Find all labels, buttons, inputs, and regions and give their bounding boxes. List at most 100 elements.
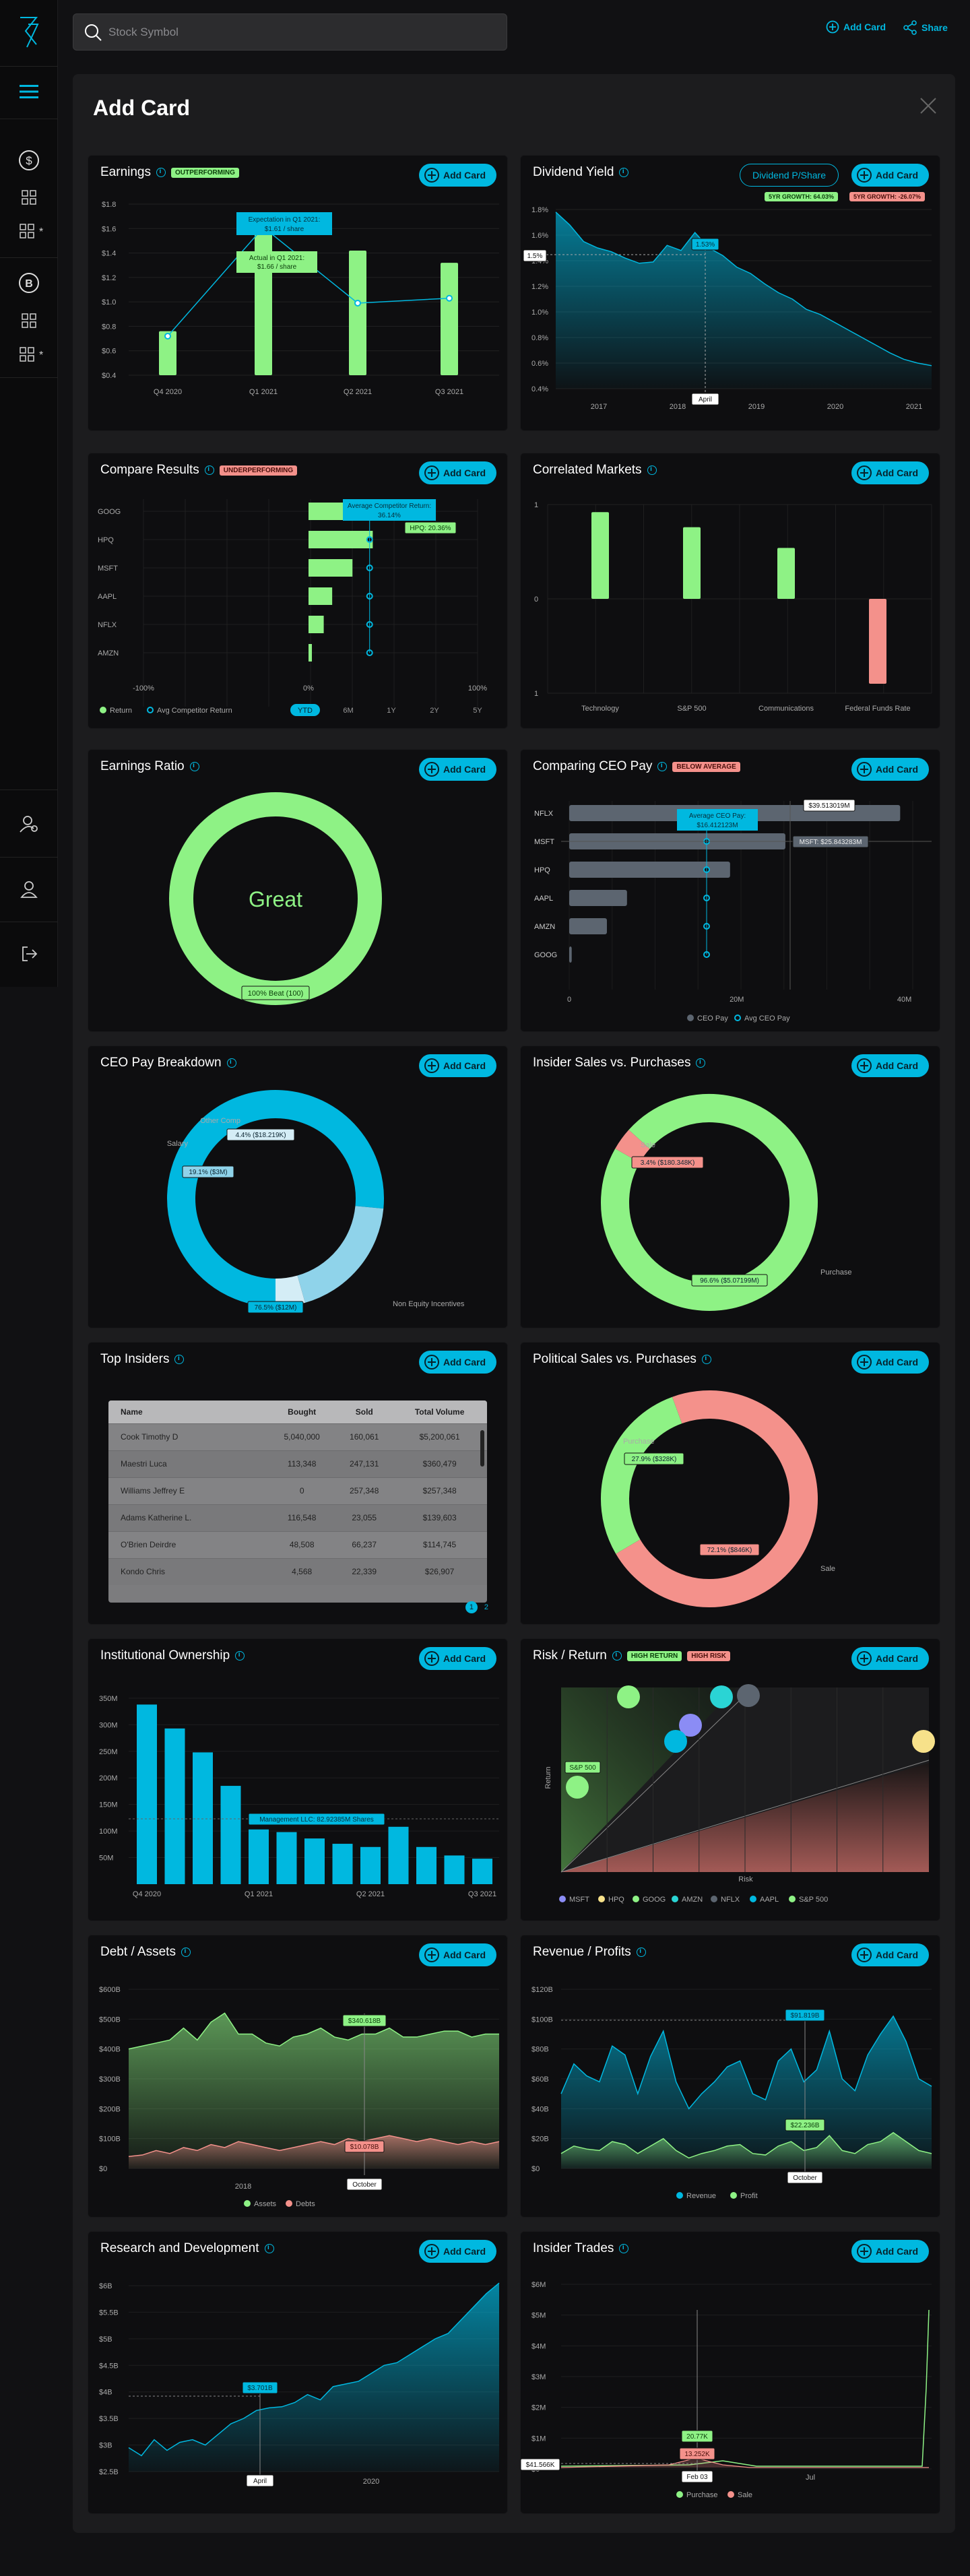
add-card-button[interactable]: Add Card: [851, 2240, 929, 2263]
range-tab[interactable]: YTD: [298, 707, 313, 715]
menu-icon[interactable]: [17, 79, 41, 104]
close-icon[interactable]: [918, 96, 938, 116]
grid-icon[interactable]: [17, 309, 41, 333]
range-tab[interactable]: 6M: [343, 707, 353, 715]
ownership-bar: [276, 1832, 297, 1884]
add-icon: [857, 1651, 872, 1666]
table-cell: $360,479: [392, 1450, 487, 1477]
ownership-bar: [220, 1786, 241, 1884]
add-card-button[interactable]: Add Card: [419, 1647, 496, 1670]
add-card-button[interactable]: Add Card: [851, 164, 929, 187]
table-row[interactable]: Kondo Chris 4,568 22,339 $26,907: [108, 1557, 487, 1585]
table-row[interactable]: Maestri Luca 113,348 247,131 $360,479: [108, 1450, 487, 1477]
add-card-button[interactable]: Add Card: [419, 758, 496, 781]
info-icon[interactable]: [636, 1947, 646, 1957]
share-link[interactable]: Share: [903, 20, 948, 35]
add-card-button[interactable]: Add Card: [851, 1943, 929, 1966]
add-icon: [424, 465, 439, 480]
add-card-button[interactable]: Add Card: [851, 461, 929, 484]
add-card-button[interactable]: Add Card: [851, 1054, 929, 1077]
add-icon: [424, 1947, 439, 1962]
add-card-button[interactable]: Add Card: [851, 1647, 929, 1670]
add-card-button[interactable]: Add Card: [419, 1943, 496, 1966]
y-tick-label: 0: [534, 595, 538, 604]
add-card-button[interactable]: Add Card: [419, 461, 496, 484]
add-card-button[interactable]: Add Card: [419, 164, 496, 187]
info-icon[interactable]: [657, 762, 668, 771]
legend-swatch-avg: [147, 707, 154, 713]
dollar-icon[interactable]: $: [17, 148, 41, 172]
info-icon[interactable]: [701, 1355, 711, 1364]
table-cell: Cook Timothy D: [108, 1423, 268, 1450]
risk-point-goog: [617, 1685, 640, 1708]
info-icon[interactable]: [619, 2244, 629, 2253]
add-card-button[interactable]: Add Card: [419, 2240, 496, 2263]
grid-plus-icon[interactable]: *: [19, 219, 43, 243]
range-tab[interactable]: 5Y: [473, 707, 482, 715]
grid-plus-icon[interactable]: *: [19, 342, 43, 366]
earnings-bar: [441, 263, 458, 375]
actual-callout: [236, 251, 317, 273]
table-scrollbar[interactable]: [480, 1430, 484, 1467]
x-tick-label: 2021: [906, 403, 922, 411]
table-row[interactable]: Williams Jeffrey E 0 257,348 $257,348: [108, 1477, 487, 1504]
info-icon[interactable]: [647, 465, 657, 475]
search-bar[interactable]: [73, 13, 507, 51]
add-card-button[interactable]: Add Card: [419, 1351, 496, 1374]
page-1[interactable]: 1: [465, 1601, 478, 1613]
share-label: Share: [922, 22, 948, 33]
add-icon: [424, 1355, 439, 1370]
table-row[interactable]: O'Brien Deirdre 48,508 66,237 $114,745: [108, 1531, 487, 1558]
info-icon[interactable]: [174, 1355, 185, 1364]
y-tick-label: 50M: [99, 1855, 113, 1863]
info-icon[interactable]: [235, 1651, 245, 1661]
legend-swatch: [728, 2491, 734, 2498]
svg-text:B: B: [25, 278, 33, 290]
table-row[interactable]: Cook Timothy D 5,040,000 160,061 $5,200,061: [108, 1423, 487, 1450]
column-header[interactable]: Name: [108, 1400, 268, 1423]
range-tab[interactable]: 1Y: [387, 707, 396, 715]
range-tab[interactable]: 2Y: [430, 707, 439, 715]
info-icon[interactable]: [612, 1651, 622, 1661]
table-cell: 257,348: [336, 1477, 393, 1504]
info-icon[interactable]: [619, 168, 629, 177]
info-icon[interactable]: [189, 762, 199, 771]
add-icon: [424, 762, 439, 777]
legend-swatch: [633, 1896, 639, 1902]
page-2[interactable]: 2: [484, 1603, 488, 1611]
add-card-button[interactable]: Add Card: [419, 1054, 496, 1077]
column-header[interactable]: Bought: [267, 1400, 337, 1423]
info-icon[interactable]: [204, 465, 214, 475]
bitcoin-icon[interactable]: B: [17, 271, 41, 295]
add-card-button[interactable]: Add Card: [851, 1351, 929, 1374]
slice-category-label: Salary: [167, 1140, 189, 1148]
grid-icon[interactable]: [17, 185, 41, 210]
info-icon[interactable]: [156, 168, 166, 177]
info-icon[interactable]: [181, 1947, 191, 1957]
settings-user-icon[interactable]: [17, 812, 41, 836]
logo[interactable]: [13, 15, 44, 49]
add-card-link[interactable]: Add Card: [826, 20, 886, 34]
search-input[interactable]: [108, 14, 486, 50]
donut-slice: [616, 1390, 818, 1607]
info-icon[interactable]: [264, 2244, 274, 2253]
table-row[interactable]: Adams Katherine L. 116,548 23,055 $139,603: [108, 1504, 487, 1531]
column-header[interactable]: Sold: [336, 1400, 393, 1423]
user-icon[interactable]: [17, 877, 41, 901]
ownership-bar: [164, 1728, 185, 1884]
top-insiders-card: Top Insiders Add Card NameBoughtSoldTota…: [88, 1342, 508, 1625]
info-icon[interactable]: [226, 1058, 236, 1068]
dividend-per-share-toggle[interactable]: Dividend P/Share: [740, 164, 839, 187]
slice-value-label: 27.9% ($328K): [632, 1456, 677, 1463]
add-card-button-label: Add Card: [443, 1357, 486, 1367]
y-tick-label: 1.2%: [531, 283, 548, 291]
logout-icon[interactable]: [17, 942, 41, 966]
msft-callout: MSFT: $25.843283M: [800, 839, 862, 846]
info-icon[interactable]: [696, 1058, 706, 1068]
x-tick-label: Q4 2020: [133, 1890, 161, 1898]
legend-label: Profit: [740, 2192, 758, 2200]
y-tick-label: $1M: [531, 2435, 546, 2443]
add-card-button[interactable]: Add Card: [851, 758, 929, 781]
column-header[interactable]: Total Volume: [392, 1400, 487, 1423]
category-label: MSFT: [534, 838, 554, 846]
